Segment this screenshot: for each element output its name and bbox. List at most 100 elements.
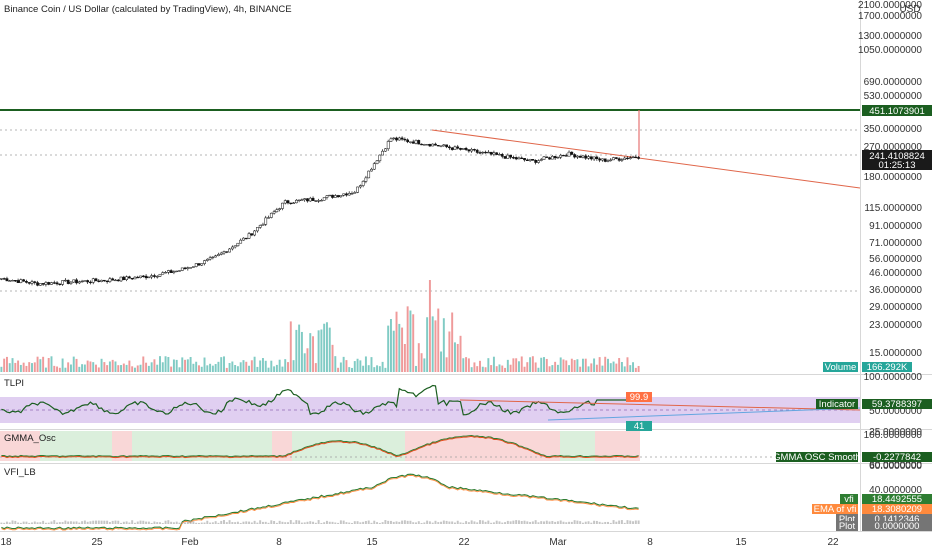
volume-bar [78, 366, 81, 372]
vfi-hist-bar [356, 521, 359, 524]
vfi-hist-bar [604, 521, 607, 524]
tlpi-line [1, 384, 639, 416]
vfi-hist-bar [153, 521, 156, 524]
candle-body [128, 276, 131, 279]
candle-body [286, 200, 290, 204]
volume-bar [136, 365, 139, 372]
volume-bar [39, 359, 42, 372]
volume-bar [28, 362, 31, 372]
volume-bar [359, 360, 362, 372]
price-tick-label: 180.0000000 [864, 172, 923, 183]
volume-bar [83, 364, 86, 372]
candle-body [381, 150, 384, 156]
vfi-label-text: vfi [844, 494, 854, 505]
volume-bar [231, 361, 234, 372]
candle-body [537, 160, 540, 163]
vfi-hist-bar [72, 521, 75, 524]
vfi-hist-bar [428, 521, 431, 524]
candle-body [331, 194, 334, 198]
time-tick-label: 15 [735, 537, 747, 548]
candle-body [617, 158, 621, 161]
candle-body [420, 143, 423, 146]
vfi-hist-bar [31, 522, 33, 524]
candle-body [492, 152, 496, 155]
volume-bar [484, 367, 487, 372]
vfi-hist-bar [39, 522, 42, 524]
candle-body [567, 151, 571, 157]
volume-bar [476, 366, 479, 372]
candle-body [50, 282, 53, 285]
volume-bar [225, 367, 228, 372]
vfi-hist-bar [289, 520, 292, 524]
volume-bar [287, 362, 289, 372]
volume-bar [426, 317, 429, 372]
volume-bars [0, 280, 640, 372]
trend-line[interactable] [431, 129, 861, 189]
candle-body [80, 280, 84, 283]
candle-body [475, 149, 479, 153]
volume-bar [117, 365, 120, 372]
vfi-line [1, 473, 639, 530]
candle-body [587, 156, 590, 159]
candle-body [409, 141, 412, 143]
price-candles [0, 136, 640, 287]
candle-body [236, 242, 240, 247]
candle-body [200, 263, 204, 266]
volume-bar [289, 321, 292, 372]
vfi-hist-bar [323, 522, 326, 524]
volume-bar [337, 367, 340, 372]
candle-body [589, 156, 593, 160]
indicator-value-text: 59.3788397 [872, 399, 922, 410]
candle-body [389, 138, 393, 142]
vfi-hist-bar [389, 520, 392, 524]
candle-body [130, 277, 134, 280]
vfi-hist-bar [239, 522, 242, 524]
candle-body [553, 156, 557, 159]
volume-bar [423, 358, 426, 372]
volume-bar [339, 362, 342, 372]
vfi-hist-bar [309, 521, 312, 524]
volume-bar [376, 365, 379, 372]
vfi-hist-bar [209, 522, 212, 524]
candle-body [230, 246, 234, 250]
candle-body [445, 144, 448, 148]
candle-body [525, 159, 529, 161]
volume-bar [607, 358, 609, 372]
candle-body [72, 279, 76, 283]
volume-bar [306, 348, 309, 372]
candle-body [550, 156, 554, 160]
volume-bar [125, 364, 128, 372]
vfi-hist-bar [345, 522, 348, 524]
candle-body [325, 195, 329, 198]
candle-body [219, 252, 223, 255]
vfi-hist-bar [145, 521, 148, 524]
vfi-hist-bar [53, 520, 56, 524]
candle-body [564, 155, 568, 157]
candle-body [603, 158, 607, 162]
price-tick-label: 115.0000000 [864, 203, 922, 214]
candle-body [294, 199, 298, 204]
volume-bar [381, 361, 384, 372]
candle-body [570, 151, 574, 155]
volume-bar [618, 358, 621, 372]
vfi-hist-bar [451, 521, 454, 524]
vfi-hist-bar [590, 522, 593, 524]
candle-body [456, 146, 460, 149]
candle-body [489, 151, 493, 155]
volume-bar [42, 356, 45, 372]
candle-body [292, 202, 295, 204]
volume-bar [170, 366, 173, 372]
price-tick-label: 350.0000000 [864, 124, 923, 135]
volume-bar [19, 364, 22, 372]
volume-bar [242, 360, 245, 372]
volume-bar [192, 363, 195, 372]
time-axis[interactable]: 18 25 Feb 8 15 22 Mar 8 15 22 [0, 537, 839, 548]
candle-body [192, 266, 195, 268]
candle-body [258, 225, 262, 228]
countdown-text: 01:25:13 [879, 160, 916, 171]
tlpi-tick-label: 50.0000000 [869, 406, 922, 417]
vfi-hist-bar [108, 522, 111, 524]
vfi-hist-bar [445, 520, 448, 524]
